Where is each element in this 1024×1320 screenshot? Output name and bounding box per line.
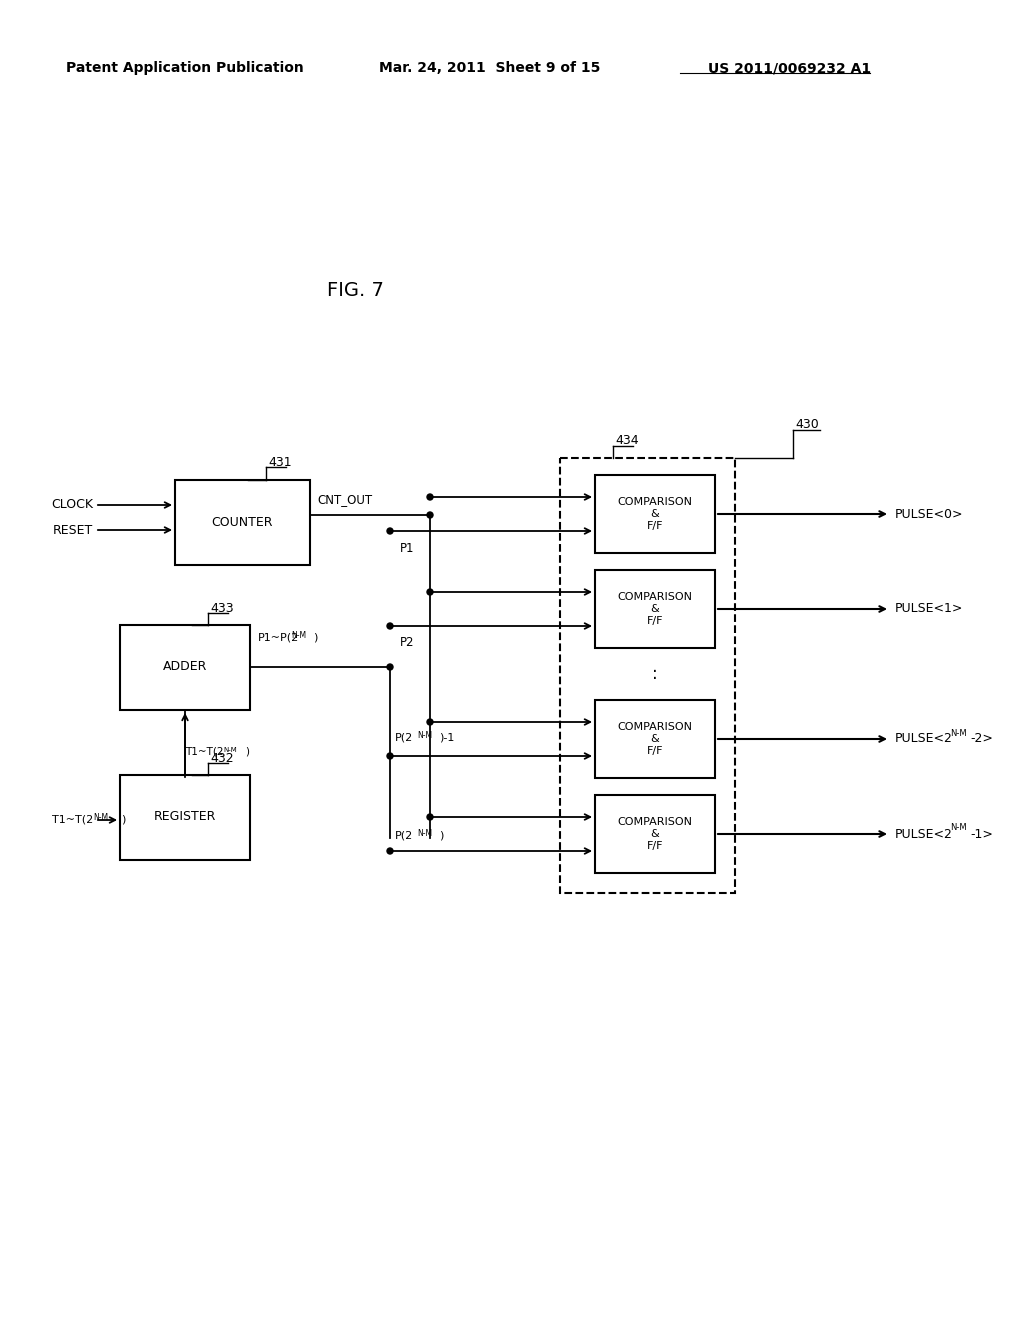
Circle shape (387, 847, 393, 854)
Text: :: : (652, 665, 657, 682)
Text: P(2: P(2 (395, 830, 414, 840)
Text: N-M: N-M (417, 829, 432, 837)
Text: PULSE<2: PULSE<2 (895, 828, 953, 841)
Text: &: & (650, 829, 659, 840)
Text: COMPARISON: COMPARISON (617, 591, 692, 602)
Bar (120, 624, 250, 710)
Text: Patent Application Publication: Patent Application Publication (67, 61, 304, 75)
Bar (595, 795, 715, 873)
Text: -2>: -2> (970, 733, 993, 746)
Text: F/F: F/F (647, 841, 664, 851)
Text: N-M: N-M (950, 824, 967, 833)
Text: N-M: N-M (291, 631, 306, 640)
Circle shape (427, 512, 433, 517)
Circle shape (387, 664, 393, 671)
Text: ): ) (121, 814, 125, 825)
Text: ): ) (245, 747, 249, 756)
Text: F/F: F/F (647, 746, 664, 756)
Text: &: & (650, 734, 659, 744)
Text: US 2011/0069232 A1: US 2011/0069232 A1 (709, 61, 871, 75)
Text: COMPARISON: COMPARISON (617, 498, 692, 507)
Bar (560, 458, 735, 894)
Bar (595, 700, 715, 777)
Text: COUNTER: COUNTER (211, 516, 272, 528)
Text: T1~T(2: T1~T(2 (185, 747, 223, 756)
Circle shape (387, 752, 393, 759)
Text: P2: P2 (400, 636, 415, 649)
Text: P1: P1 (400, 541, 415, 554)
Text: 431: 431 (268, 455, 292, 469)
Text: N-M: N-M (417, 731, 432, 741)
Text: 432: 432 (210, 751, 233, 764)
Text: 430: 430 (795, 418, 819, 432)
Text: Mar. 24, 2011  Sheet 9 of 15: Mar. 24, 2011 Sheet 9 of 15 (379, 61, 601, 75)
Text: PULSE<0>: PULSE<0> (895, 507, 964, 520)
Text: ): ) (439, 830, 443, 840)
Circle shape (427, 814, 433, 820)
Text: N-M: N-M (950, 729, 967, 738)
Text: P(2: P(2 (395, 733, 414, 743)
Text: FIG. 7: FIG. 7 (327, 281, 383, 300)
Bar (595, 475, 715, 553)
Text: N-M: N-M (223, 747, 237, 752)
Bar (175, 480, 310, 565)
Text: PULSE<2: PULSE<2 (895, 733, 953, 746)
Text: ADDER: ADDER (163, 660, 207, 673)
Text: COMPARISON: COMPARISON (617, 817, 692, 828)
Circle shape (427, 719, 433, 725)
Text: CLOCK: CLOCK (51, 499, 93, 511)
Text: 433: 433 (210, 602, 233, 615)
Text: T1~T(2: T1~T(2 (52, 814, 93, 825)
Text: N-M: N-M (93, 813, 109, 821)
Circle shape (427, 494, 433, 500)
Text: RESET: RESET (53, 524, 93, 536)
Text: COMPARISON: COMPARISON (617, 722, 692, 733)
Text: REGISTER: REGISTER (154, 810, 216, 824)
Text: CNT_OUT: CNT_OUT (317, 494, 373, 507)
Text: &: & (650, 605, 659, 614)
Circle shape (387, 528, 393, 535)
Text: ): ) (313, 634, 317, 643)
Circle shape (387, 623, 393, 630)
Text: )-1: )-1 (439, 733, 455, 743)
Circle shape (427, 589, 433, 595)
Text: F/F: F/F (647, 521, 664, 531)
Text: -1>: -1> (970, 828, 993, 841)
Text: 434: 434 (615, 434, 639, 447)
Text: &: & (650, 510, 659, 519)
Text: F/F: F/F (647, 616, 664, 626)
Bar (120, 775, 250, 861)
Bar (595, 570, 715, 648)
Text: P1~P(2: P1~P(2 (258, 634, 299, 643)
Text: PULSE<1>: PULSE<1> (895, 602, 964, 615)
